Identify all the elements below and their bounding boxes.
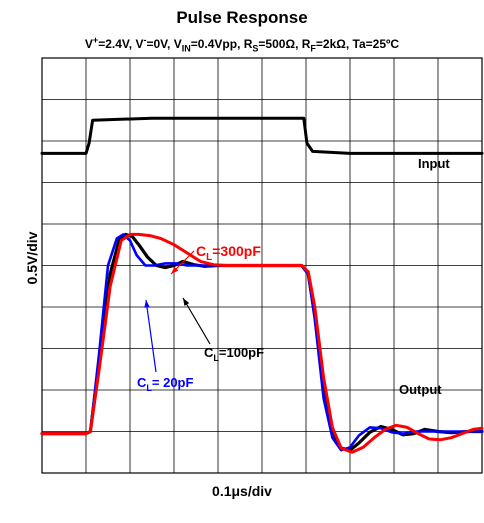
x-axis-label: 0.1μs/div bbox=[212, 483, 272, 499]
subtitle-part: =0.4Vpp, R bbox=[190, 37, 253, 51]
subtitle-sub: S bbox=[252, 43, 259, 54]
traces bbox=[40, 116, 484, 454]
chart-title: Pulse Response bbox=[176, 8, 308, 27]
subtitle-sup: - bbox=[143, 35, 147, 45]
subtitle-part: =2.4V, V bbox=[98, 37, 144, 51]
input-label: Input bbox=[418, 156, 450, 171]
cl300-label: CL=300pF bbox=[196, 243, 261, 263]
cl300-arrow-head bbox=[171, 266, 179, 274]
cl300-value: =300pF bbox=[212, 243, 261, 259]
cl-prefix: C bbox=[137, 375, 147, 390]
subtitle-part: =0V, V bbox=[146, 37, 182, 51]
output-label: Output bbox=[399, 382, 442, 397]
cl100-arrow-line bbox=[182, 297, 211, 345]
cl-sub: L bbox=[213, 353, 219, 363]
subtitle-sup: + bbox=[92, 35, 99, 45]
cl-prefix: C bbox=[196, 243, 206, 259]
cl20-label: CL= 20pF bbox=[137, 375, 193, 393]
series-line-cl300 bbox=[40, 232, 484, 454]
grid bbox=[42, 58, 482, 473]
subtitle-part: V bbox=[84, 37, 93, 51]
cl-prefix: C bbox=[204, 345, 214, 360]
subtitle-part: =500Ω, R bbox=[258, 37, 311, 51]
cl20-value: = 20pF bbox=[152, 375, 194, 390]
cl20-arrow-line bbox=[145, 299, 157, 373]
cl100-arrow-head bbox=[183, 298, 190, 306]
annotation-arrows bbox=[144, 250, 211, 373]
y-axis-label: 0.5V/div bbox=[24, 231, 40, 285]
subtitle-part: =2kΩ, Ta=25ºC bbox=[315, 37, 400, 51]
cl100-label: CL=100pF bbox=[204, 345, 264, 363]
cl100-value: =100pF bbox=[219, 345, 264, 360]
cl20-arrow-head bbox=[144, 300, 150, 308]
subtitle-sub: F bbox=[310, 43, 316, 54]
series-line-input bbox=[40, 116, 484, 155]
cl-sub: L bbox=[206, 252, 212, 263]
chart-subtitle: V+=2.4V, V-=0V, VIN=0.4Vpp, RS=500Ω, RF=… bbox=[0, 35, 484, 53]
cl-sub: L bbox=[146, 383, 152, 393]
subtitle-sub: IN bbox=[181, 43, 191, 54]
